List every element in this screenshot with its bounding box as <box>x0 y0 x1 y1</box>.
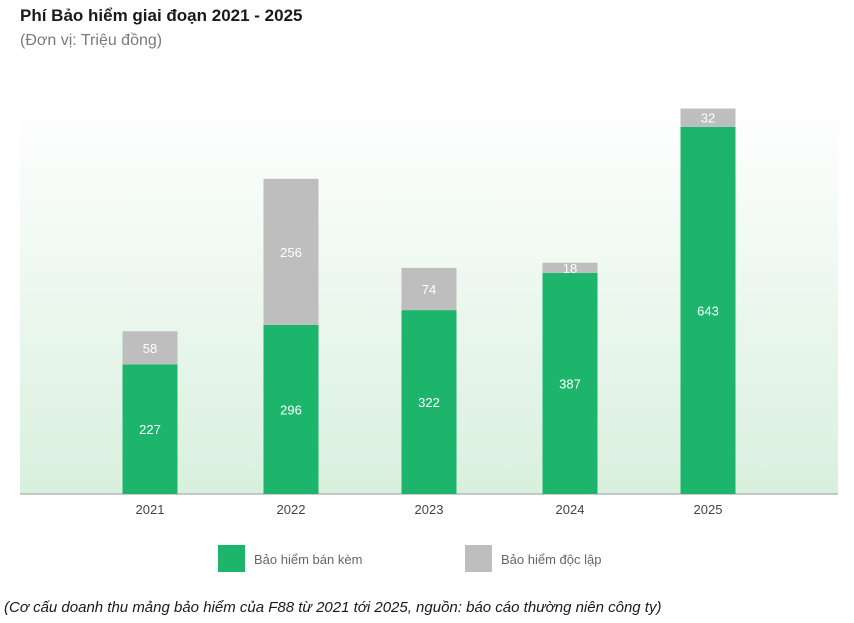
bar-ban-kem-2023 <box>401 310 457 494</box>
bar-ban-kem-2025 <box>680 126 736 495</box>
data-label-doc-lap-2024: 18 <box>563 261 577 276</box>
x-tick-2025: 2025 <box>694 502 723 517</box>
x-tick-labels: 2021 2022 2023 2024 2025 <box>136 502 723 517</box>
data-label-doc-lap-2022: 256 <box>280 245 302 260</box>
legend: Bảo hiểm bán kèm Bảo hiểm độc lập <box>218 545 601 572</box>
bars-group: 227 58 296 256 322 74 387 18 643 32 <box>122 108 736 495</box>
data-label-ban-kem-2023: 322 <box>418 395 440 410</box>
x-tick-2024: 2024 <box>556 502 585 517</box>
legend-label-doc-lap: Bảo hiểm độc lập <box>501 552 601 567</box>
legend-swatch-doc-lap <box>465 545 492 572</box>
bar-doc-lap-2023 <box>401 267 457 311</box>
bar-ban-kem-2022 <box>263 324 319 494</box>
legend-swatch-ban-kem <box>218 545 245 572</box>
bar-ban-kem-2021 <box>122 364 178 494</box>
data-label-doc-lap-2025: 32 <box>701 111 715 126</box>
x-tick-2021: 2021 <box>136 502 165 517</box>
bar-doc-lap-2021 <box>122 331 178 365</box>
figure-caption: (Cơ cấu doanh thu mảng bảo hiểm của F88 … <box>4 599 662 616</box>
chart-subtitle: (Đơn vị: Triệu đồng) <box>20 32 163 49</box>
data-label-doc-lap-2021: 58 <box>143 341 157 356</box>
legend-label-ban-kem: Bảo hiểm bán kèm <box>254 552 362 567</box>
chart-title: Phí Bảo hiểm giai đoạn 2021 - 2025 <box>20 6 303 25</box>
data-label-ban-kem-2021: 227 <box>139 422 161 437</box>
bar-doc-lap-2025 <box>680 108 736 127</box>
data-label-ban-kem-2022: 296 <box>280 402 302 417</box>
bar-doc-lap-2024 <box>542 262 598 274</box>
data-label-ban-kem-2024: 387 <box>559 377 581 392</box>
x-tick-2023: 2023 <box>415 502 444 517</box>
bar-doc-lap-2022 <box>263 178 319 325</box>
bar-ban-kem-2024 <box>542 273 598 494</box>
data-label-doc-lap-2023: 74 <box>422 282 436 297</box>
x-tick-2022: 2022 <box>277 502 306 517</box>
data-label-ban-kem-2025: 643 <box>697 303 719 318</box>
